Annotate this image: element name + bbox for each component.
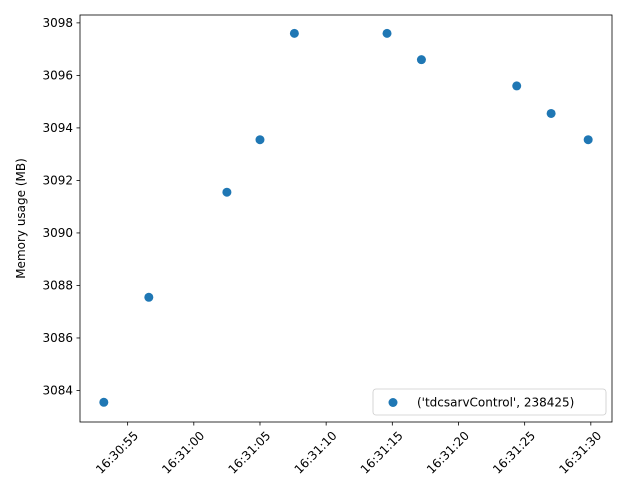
y-tick-label: 3094 bbox=[42, 121, 73, 135]
data-point bbox=[289, 28, 299, 38]
x-tick-label: 16:31:30 bbox=[556, 429, 604, 477]
y-tick-label: 3088 bbox=[42, 279, 73, 293]
y-tick-label: 3084 bbox=[42, 384, 73, 398]
data-point bbox=[255, 135, 265, 145]
x-tick-label: 16:31:15 bbox=[358, 429, 406, 477]
plot-frame bbox=[79, 14, 613, 423]
legend-entry: ('tdcsarvControl', 238425) bbox=[417, 396, 574, 410]
x-tick-label: 16:31:10 bbox=[292, 429, 340, 477]
x-tick-label: 16:30:55 bbox=[93, 429, 141, 477]
y-tick-label: 3096 bbox=[42, 69, 73, 83]
data-point bbox=[99, 397, 109, 407]
legend: ('tdcsarvControl', 238425) bbox=[372, 388, 607, 416]
x-tick-label: 16:31:20 bbox=[424, 429, 472, 477]
data-point bbox=[144, 292, 154, 302]
data-point bbox=[546, 108, 556, 118]
plot-background bbox=[80, 15, 612, 422]
legend-box bbox=[372, 388, 607, 416]
data-point bbox=[382, 28, 392, 38]
x-axis-ticks: 16:30:55 16:31:00 16:31:05 16:31:10 16:31:15… bbox=[93, 422, 604, 477]
y-axis-label: Memory usage (MB) bbox=[14, 158, 28, 279]
y-tick-label: 3086 bbox=[42, 331, 73, 345]
data-point bbox=[222, 187, 232, 197]
data-point bbox=[512, 81, 522, 91]
y-tick-label: 3098 bbox=[42, 16, 73, 30]
y-tick-label: 3092 bbox=[42, 174, 73, 188]
data-point bbox=[583, 135, 593, 145]
data-point bbox=[416, 55, 426, 65]
data-points bbox=[99, 28, 593, 407]
y-axis-ticks: 3084 3086 3088 3090 3092 3094 3096 3098 bbox=[42, 16, 80, 398]
x-tick-label: 16:31:25 bbox=[490, 429, 538, 477]
x-tick-label: 16:31:00 bbox=[159, 429, 207, 477]
x-tick-label: 16:31:05 bbox=[225, 429, 273, 477]
y-tick-label: 3090 bbox=[42, 226, 73, 240]
legend-marker bbox=[388, 398, 398, 407]
